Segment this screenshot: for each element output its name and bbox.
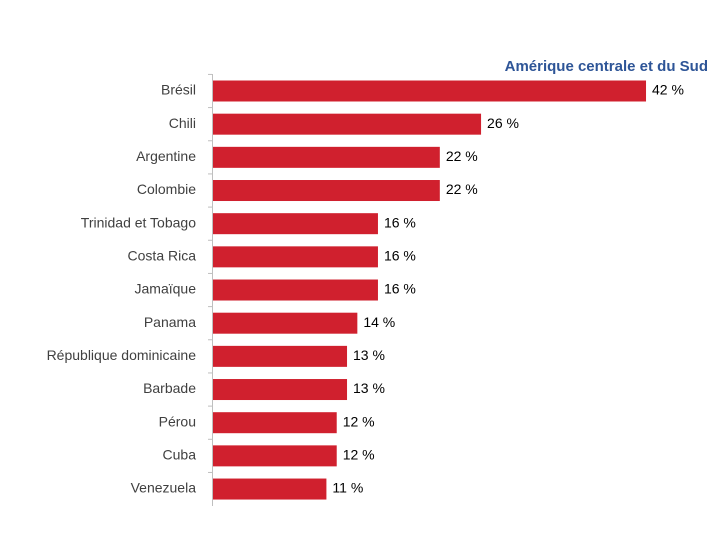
bar — [213, 379, 348, 401]
category-label: Colombie — [137, 181, 196, 197]
value-label: 16 % — [384, 214, 416, 230]
category-label: Trinidad et Tobago — [81, 214, 196, 230]
category-label: Argentine — [136, 148, 196, 164]
category-label: Barbade — [143, 380, 196, 396]
bar — [213, 445, 337, 467]
bar — [213, 312, 358, 334]
category-label: Panama — [144, 314, 196, 330]
category-label: Chili — [169, 115, 196, 131]
category-label: Venezuela — [131, 480, 197, 496]
value-label: 12 % — [343, 413, 375, 429]
value-label: 16 % — [384, 281, 416, 297]
bar — [213, 146, 440, 168]
category-label: Brésil — [161, 82, 196, 98]
value-label: 11 % — [332, 480, 363, 496]
value-label: 22 % — [446, 181, 478, 197]
bar — [213, 180, 440, 202]
value-label: 26 % — [487, 115, 519, 131]
category-label: Cuba — [163, 447, 197, 463]
bar — [213, 412, 337, 434]
bar — [213, 213, 378, 235]
value-label: 42 % — [652, 82, 684, 98]
category-label: Jamaïque — [135, 281, 197, 297]
value-label: 12 % — [343, 447, 375, 463]
bar — [213, 113, 482, 135]
bar — [213, 345, 348, 367]
bar — [213, 478, 327, 500]
category-label: Costa Rica — [128, 248, 197, 264]
bar — [213, 279, 378, 301]
value-label: 13 % — [353, 380, 385, 396]
chart-title: Amérique centrale et du Sud — [505, 58, 708, 75]
value-label: 14 % — [363, 314, 395, 330]
category-label: Pérou — [159, 413, 196, 429]
value-label: 13 % — [353, 347, 385, 363]
value-label: 16 % — [384, 248, 416, 264]
bar — [213, 246, 378, 268]
value-label: 22 % — [446, 148, 478, 164]
category-label: République dominicaine — [47, 347, 197, 363]
bar — [213, 80, 647, 102]
